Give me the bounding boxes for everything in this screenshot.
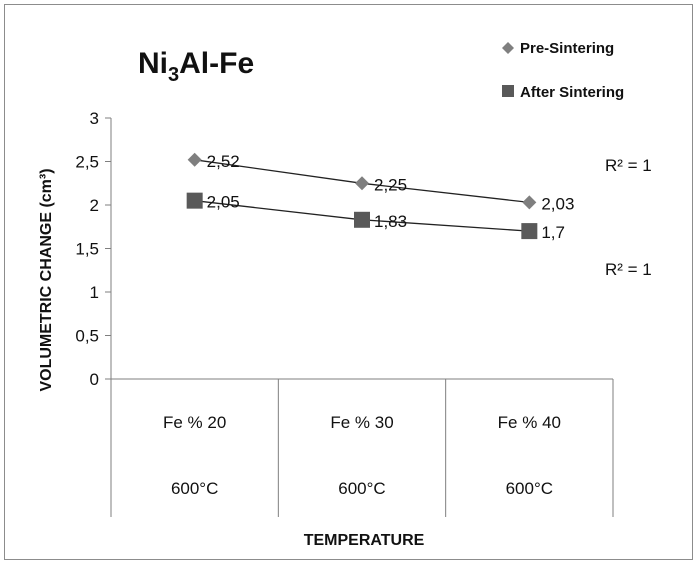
- x-tick-sublabel: 600°C: [506, 479, 553, 498]
- r2-label-after-sintering: R² = 1: [605, 260, 652, 279]
- data-point-pre-sintering: [187, 152, 202, 167]
- y-tick-label: 2: [90, 196, 99, 215]
- x-tick-label: Fe % 30: [330, 413, 393, 432]
- data-label-after-sintering: 1,83: [374, 212, 407, 231]
- y-tick-label: 2,5: [75, 153, 99, 172]
- legend-label-after-sintering: After Sintering: [520, 84, 624, 101]
- chart-frame: Ni3Al-Fe Pre-Sintering After Sintering V…: [4, 4, 693, 560]
- x-tick-sublabel: 600°C: [171, 479, 218, 498]
- y-axis-title: VOLUMETRIC CHANGE (cm³): [38, 168, 55, 391]
- x-tick-label: Fe % 20: [163, 413, 226, 432]
- data-label-after-sintering: 1,7: [541, 223, 565, 242]
- x-tick-label: Fe % 40: [498, 413, 561, 432]
- y-tick-label: 3: [90, 109, 99, 128]
- data-point-after-sintering: [521, 223, 538, 240]
- legend: Pre-Sintering After Sintering: [502, 40, 624, 101]
- x-tick-sublabel: 600°C: [338, 479, 385, 498]
- chart-title-main-a: Ni: [138, 47, 168, 80]
- chart-title-main-b: Al-Fe: [179, 47, 254, 80]
- data-label-after-sintering: 2,05: [207, 193, 240, 212]
- data-label-pre-sintering: 2,52: [207, 152, 240, 171]
- series-layer: 2,52 2,25 2,03 R² = 1 2,05 1,83 1,7 R² = 1: [186, 152, 652, 279]
- y-tick-label: 1,5: [75, 240, 99, 259]
- y-tick-label: 0: [90, 370, 99, 389]
- data-point-after-sintering: [354, 211, 370, 228]
- x-axis-title: TEMPERATURE: [304, 532, 425, 549]
- y-tick-label: 1: [90, 283, 99, 302]
- legend-label-pre-sintering: Pre-Sintering: [520, 40, 614, 57]
- axes: 0 0,5 1 1,5 2 2,5 3 Fe % 20 600°C Fe % 30 600°C Fe …: [75, 109, 614, 517]
- data-label-pre-sintering: 2,03: [541, 194, 574, 213]
- r2-label-pre-sintering: R² = 1: [605, 156, 652, 175]
- y-tick-label: 0,5: [75, 327, 99, 346]
- data-point-pre-sintering: [355, 176, 369, 191]
- legend-marker-after-sintering: [502, 85, 514, 97]
- chart-title: Ni3Al-Fe: [138, 47, 254, 86]
- legend-marker-pre-sintering: [502, 42, 514, 54]
- chart-title-subscript: 3: [168, 64, 179, 86]
- chart: Ni3Al-Fe Pre-Sintering After Sintering V…: [38, 40, 652, 549]
- data-point-after-sintering: [186, 192, 203, 209]
- data-label-pre-sintering: 2,25: [374, 175, 407, 194]
- data-point-pre-sintering: [522, 195, 537, 210]
